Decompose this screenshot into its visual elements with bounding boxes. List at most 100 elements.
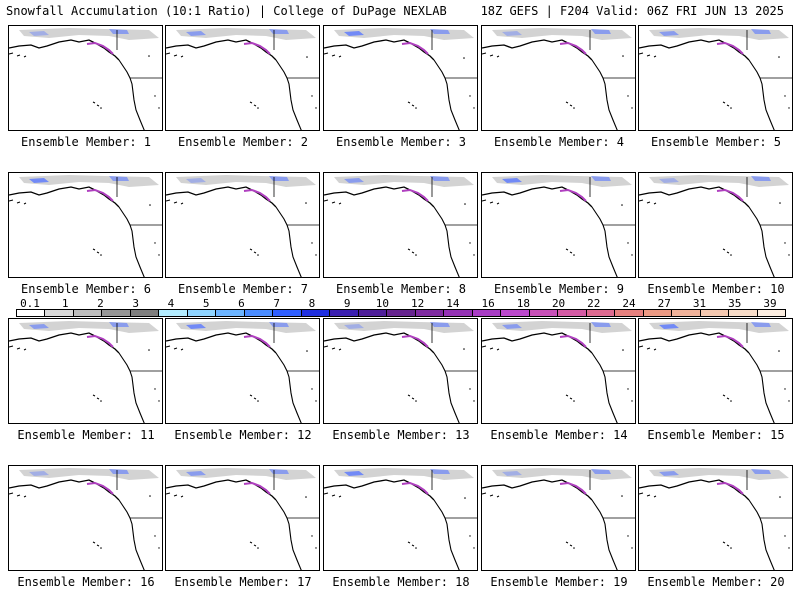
pacific-coastline — [591, 59, 618, 130]
alaska-coastline — [9, 332, 120, 354]
pacific-coastline — [591, 352, 618, 423]
island-dot — [473, 547, 475, 549]
hawaii-islands — [249, 541, 257, 547]
aleutian-islands — [324, 199, 342, 205]
island-dot — [306, 56, 308, 58]
hawaii-islands — [249, 394, 257, 400]
pacific-coastline — [748, 59, 775, 130]
island-dot — [784, 242, 786, 244]
map-svg — [639, 321, 792, 423]
map-svg — [324, 28, 477, 130]
alaska-range-snow — [716, 41, 744, 55]
island-dot — [631, 547, 633, 549]
ensemble-member-map — [481, 25, 636, 131]
colorbar-swatch — [301, 310, 331, 316]
alaska-coastline — [166, 479, 277, 501]
ensemble-member-map — [8, 465, 163, 571]
ensemble-member-caption: Ensemble Member: 10 — [647, 282, 785, 296]
colorbar-label: 2 — [97, 297, 104, 310]
pacific-coastline — [275, 499, 302, 570]
island-dot — [154, 242, 156, 244]
colorbar-label: 39 — [763, 297, 777, 310]
ensemble-member-map — [165, 465, 320, 571]
ensemble-member-caption: Ensemble Member: 1 — [20, 135, 152, 149]
ensemble-member-map — [8, 172, 163, 278]
island-dot — [315, 254, 317, 256]
hawaii-islands — [407, 248, 415, 254]
island-dot — [627, 242, 629, 244]
island-dot — [473, 107, 475, 109]
aleutian-islands — [9, 52, 27, 58]
colorbar-swatch — [444, 310, 473, 316]
colorbar-swatch — [529, 310, 559, 316]
island-dot — [621, 495, 623, 497]
aleutian-islands — [9, 492, 27, 498]
ensemble-member-caption: Ensemble Member: 18 — [332, 575, 470, 589]
island-dot — [311, 242, 313, 244]
hawaii-islands — [722, 541, 730, 547]
snow-shading — [19, 468, 159, 480]
ensemble-member-caption: Ensemble Member: 9 — [493, 282, 625, 296]
colorbar-swatch — [501, 310, 530, 316]
ensemble-member-map — [638, 25, 793, 131]
hawaii-islands — [407, 101, 415, 107]
ensemble-member-caption: Ensemble Member: 17 — [174, 575, 312, 589]
hawaii-island — [573, 547, 575, 549]
island-dot — [779, 496, 781, 498]
alaska-range-snow — [559, 334, 587, 348]
island-dot — [627, 388, 629, 390]
aleutian-islands — [166, 345, 184, 351]
colorbar-label: 5 — [202, 297, 210, 310]
island-dot — [315, 400, 317, 402]
island-dot — [788, 400, 790, 402]
ensemble-member-caption: Ensemble Member: 20 — [647, 575, 785, 589]
snow-shading — [334, 28, 474, 40]
ensemble-member-map — [323, 25, 478, 131]
ensemble-member-map — [323, 465, 478, 571]
snow-shading — [649, 175, 789, 187]
ensemble-member-caption: Ensemble Member: 14 — [490, 428, 628, 442]
snow-shading — [334, 175, 474, 187]
colorbar-swatch — [244, 310, 274, 316]
alaska-coastline — [482, 332, 593, 354]
aleutian-islands — [166, 492, 184, 498]
colorbar-label: 24 — [622, 297, 636, 310]
ensemble-member-map — [323, 318, 478, 424]
aleutian-islands — [639, 199, 657, 205]
map-svg — [166, 321, 319, 423]
island-dot — [627, 95, 629, 97]
snow-shading — [492, 28, 632, 40]
hawaii-islands — [407, 394, 415, 400]
map-svg — [324, 468, 477, 570]
aleutian-islands — [166, 199, 184, 205]
alaska-range-snow — [716, 188, 744, 202]
ensemble-member-map — [8, 25, 163, 131]
hawaii-islands — [92, 101, 100, 107]
pacific-coastline — [118, 499, 145, 570]
hawaii-islands — [249, 248, 257, 254]
aleutian-islands — [9, 345, 27, 351]
hawaii-islands — [92, 541, 100, 547]
alaska-coastline — [9, 479, 120, 501]
island-dot — [469, 535, 471, 537]
hawaii-island — [415, 400, 417, 402]
pacific-coastline — [433, 352, 460, 423]
hawaii-island — [730, 254, 732, 256]
pacific-coastline — [433, 59, 460, 130]
hawaii-island — [730, 107, 732, 109]
alaska-coastline — [166, 186, 277, 208]
island-dot — [463, 57, 465, 59]
pacific-coastline — [275, 59, 302, 130]
hawaii-island — [573, 107, 575, 109]
aleutian-islands — [324, 492, 342, 498]
colorbar-swatch — [615, 310, 644, 316]
alaska-coastline — [482, 39, 593, 61]
colorbar-label: 7 — [273, 297, 280, 310]
hawaii-island — [573, 400, 575, 402]
colorbar-swatch — [73, 310, 103, 316]
island-dot — [149, 204, 151, 206]
snow-shading — [19, 28, 159, 40]
map-svg — [482, 175, 635, 277]
aleutian-islands — [639, 345, 657, 351]
ensemble-member-caption: Ensemble Member: 3 — [335, 135, 467, 149]
